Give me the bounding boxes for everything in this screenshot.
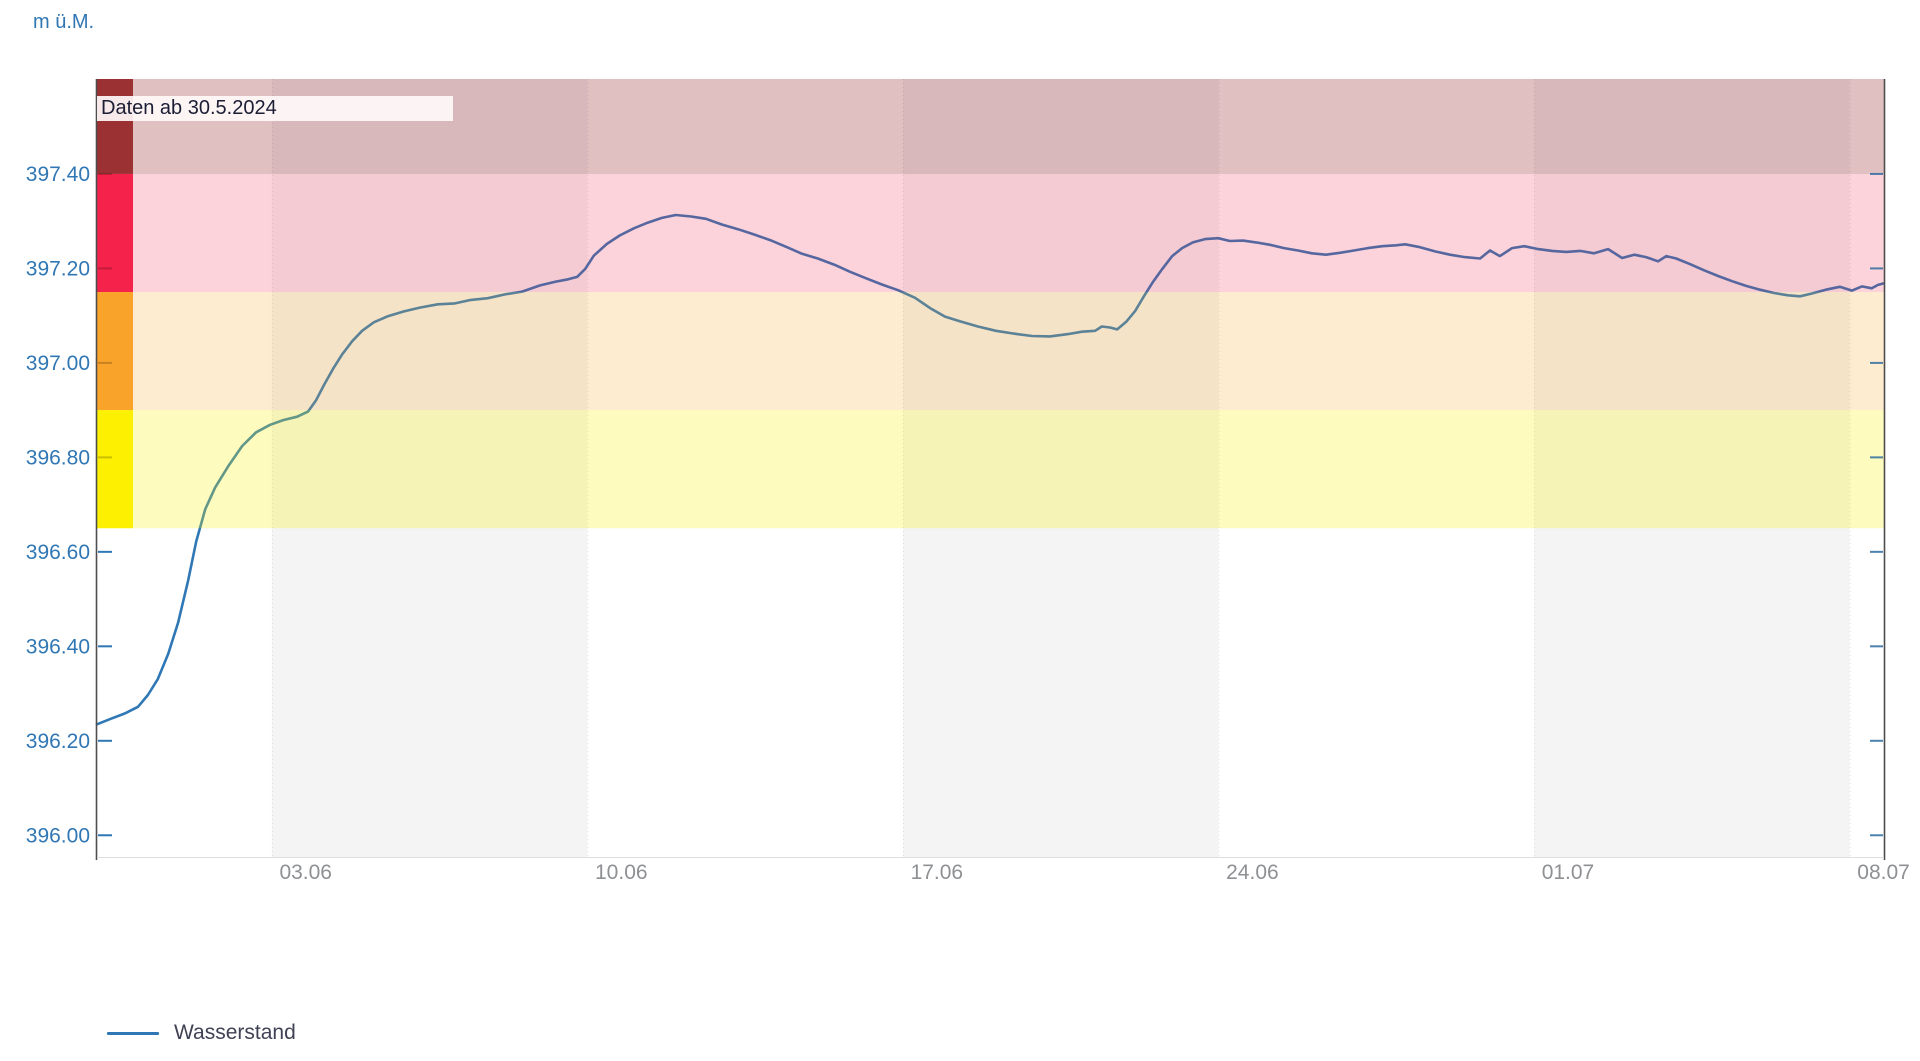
danger-band-overlay xyxy=(97,173,1884,293)
water-level-line xyxy=(95,213,1885,726)
data-start-annotation: Daten ab 30.5.2024 xyxy=(97,96,453,121)
danger-level-strip xyxy=(97,292,133,411)
y-axis-label: 396.40 xyxy=(26,635,90,658)
week-stripe xyxy=(903,79,1219,857)
y-axis-label: 396.80 xyxy=(26,446,90,469)
x-axis-label: 08.07 xyxy=(1857,861,1910,884)
week-stripe xyxy=(1534,79,1850,857)
x-axis-label: 17.06 xyxy=(911,861,964,884)
x-axis-label: 10.06 xyxy=(595,861,648,884)
legend: Wasserstand xyxy=(107,1021,296,1045)
danger-band-overlay xyxy=(97,410,1884,529)
y-axis-unit-label: m ü.M. xyxy=(33,11,95,33)
week-stripe xyxy=(271,79,588,857)
y-axis-label: 396.00 xyxy=(26,824,90,847)
legend-item-wasserstand[interactable]: Wasserstand xyxy=(174,1021,296,1044)
danger-band-overlay xyxy=(97,79,1884,174)
danger-level-strip xyxy=(97,173,133,293)
y-axis-label: 397.00 xyxy=(26,352,90,375)
danger-level-strip xyxy=(97,410,133,529)
x-axis-label: 01.07 xyxy=(1542,861,1595,884)
danger-band-overlay xyxy=(97,292,1884,411)
y-axis-label: 397.40 xyxy=(26,163,90,186)
x-axis-label: 03.06 xyxy=(279,861,332,884)
y-axis-label: 396.60 xyxy=(26,541,90,564)
y-axis-label: 396.20 xyxy=(26,730,90,753)
danger-level-strip xyxy=(97,79,133,174)
y-axis-label: 397.20 xyxy=(26,257,90,280)
x-axis-label: 24.06 xyxy=(1226,861,1279,884)
legend-line-sample xyxy=(107,1031,159,1035)
